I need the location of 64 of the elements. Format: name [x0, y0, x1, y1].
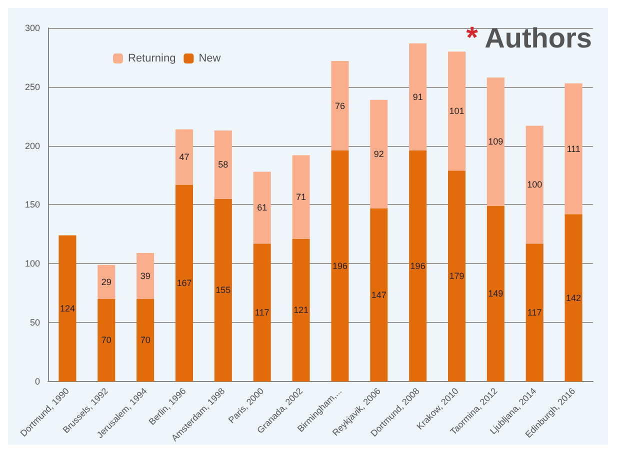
bar [448, 52, 466, 171]
data-label: 124 [60, 303, 75, 314]
data-label: 121 [294, 305, 309, 316]
data-label: 111 [566, 144, 580, 154]
data-label: 58 [218, 160, 228, 170]
data-label: 101 [449, 106, 464, 116]
data-label: 91 [412, 92, 423, 102]
y-tick-label: 100 [24, 258, 40, 269]
chart-title: * Authors [466, 22, 592, 54]
data-label: 179 [449, 271, 464, 282]
bar [370, 100, 388, 208]
y-tick-label: 250 [24, 82, 40, 92]
bar [136, 253, 154, 299]
data-label: 39 [140, 271, 150, 282]
bar [526, 126, 544, 244]
data-label: 71 [296, 192, 306, 202]
data-label: 70 [140, 335, 150, 346]
data-label: 109 [488, 136, 504, 147]
bar [58, 235, 76, 382]
y-tick-label: 300 [24, 23, 40, 33]
bar [409, 43, 427, 151]
bar [292, 238, 310, 382]
data-label: 155 [216, 285, 231, 296]
data-label: 149 [488, 288, 504, 299]
bar [331, 150, 349, 382]
bar [564, 214, 582, 382]
data-label: 196 [332, 261, 348, 271]
y-tick-label: 200 [24, 140, 40, 151]
bar [98, 298, 116, 382]
bar [214, 130, 232, 199]
bar [486, 206, 504, 382]
bar [253, 244, 271, 382]
legend-label: Returning [128, 52, 176, 64]
bar [526, 244, 544, 382]
y-tick-label: 0 [34, 376, 40, 386]
data-label: 61 [257, 202, 268, 213]
data-label: 70 [101, 335, 112, 346]
data-label: 76 [334, 100, 345, 111]
bar [136, 298, 154, 382]
bar [175, 129, 194, 185]
legend-label: New [198, 52, 221, 64]
bar [214, 198, 232, 382]
bar [448, 170, 466, 382]
data-label: 167 [176, 278, 192, 288]
y-tick-label: 150 [24, 200, 40, 210]
bar [253, 172, 271, 244]
data-label: 142 [566, 292, 582, 303]
y-tick-label: 50 [30, 318, 40, 328]
bar [292, 155, 310, 239]
data-label: 47 [179, 152, 190, 162]
data-label: 196 [410, 261, 426, 271]
bar [331, 60, 349, 151]
data-label: 92 [374, 149, 384, 160]
bar [486, 77, 504, 206]
data-label: 100 [527, 180, 542, 190]
data-label: 29 [101, 276, 112, 287]
bar [175, 184, 194, 382]
bar [564, 83, 582, 214]
bar [370, 208, 388, 382]
data-label: 117 [527, 308, 542, 318]
bar [98, 264, 116, 299]
bar [409, 150, 427, 382]
data-label: 117 [254, 308, 270, 318]
data-label: 147 [371, 290, 386, 300]
